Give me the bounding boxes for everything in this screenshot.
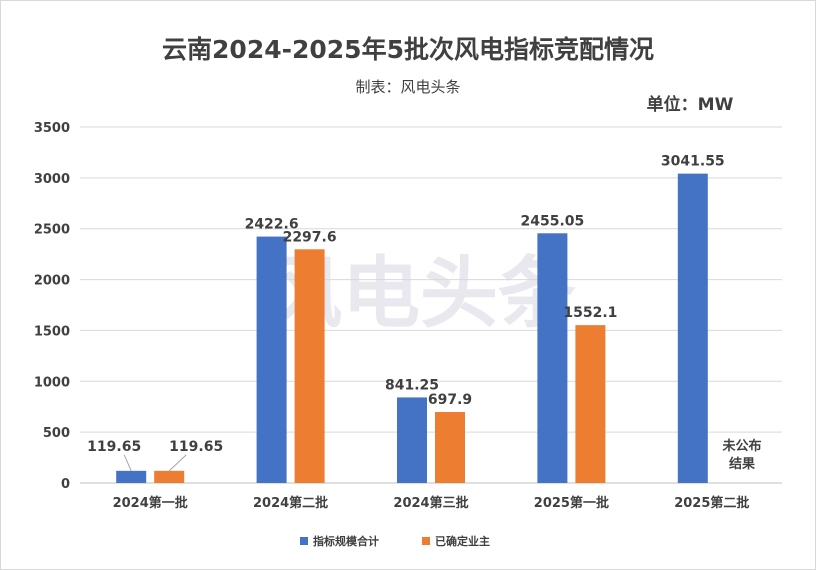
chart-title: 云南2024-2025年5批次风电指标竞配情况 [162, 35, 654, 64]
y-tick-label: 1000 [34, 375, 70, 390]
bar-total [256, 236, 287, 483]
data-label: 2297.6 [283, 229, 337, 245]
annotation-line-2: 结果 [729, 456, 755, 472]
bar-confirmed [575, 325, 606, 483]
unit-label: 单位：MW [647, 94, 734, 115]
data-label: 2455.05 [521, 213, 585, 229]
y-tick-label: 2500 [34, 223, 70, 238]
y-tick-label: 2000 [34, 274, 70, 289]
data-label: 2422.6 [245, 217, 299, 233]
y-tick-label: 500 [43, 426, 70, 441]
data-label: 697.9 [428, 392, 472, 408]
bar-total [116, 470, 147, 483]
data-label: 3041.55 [661, 154, 725, 170]
bar-total [677, 173, 708, 483]
bar-total [537, 233, 568, 483]
y-tick-label: 3500 [34, 121, 70, 136]
legend-label-series-2: 已确定业主 [435, 534, 490, 548]
bar-confirmed [294, 249, 325, 483]
legend-label-series-1: 指标规模合计 [313, 534, 379, 548]
leader-line [123, 454, 132, 472]
chart-subtitle: 制表：风电头条 [355, 78, 460, 96]
legend: 指标规模合计 已确定业主 [300, 534, 490, 548]
x-tick-label: 2025第二批 [674, 495, 749, 511]
data-label: 119.65 [87, 439, 141, 455]
x-tick-label: 2024第二批 [253, 495, 328, 511]
data-label: 119.65 [169, 439, 223, 455]
data-label: 1552.1 [563, 305, 617, 321]
x-tick-label: 2025第一批 [534, 495, 609, 511]
y-tick-label: 0 [61, 477, 70, 492]
leader-line [168, 454, 187, 472]
bar-confirmed [435, 412, 465, 483]
y-tick-label: 3000 [34, 172, 70, 187]
bar-total [397, 397, 427, 483]
data-label: 841.25 [385, 377, 439, 393]
legend-swatch-series-2 [422, 537, 430, 545]
legend-swatch-series-1 [300, 537, 308, 545]
annotation-line-1: 未公布 [721, 438, 761, 454]
y-tick-label: 1500 [34, 324, 70, 339]
x-tick-label: 2024第三批 [393, 495, 468, 511]
bar-confirmed [154, 470, 185, 483]
x-tick-label: 2024第一批 [113, 495, 188, 511]
